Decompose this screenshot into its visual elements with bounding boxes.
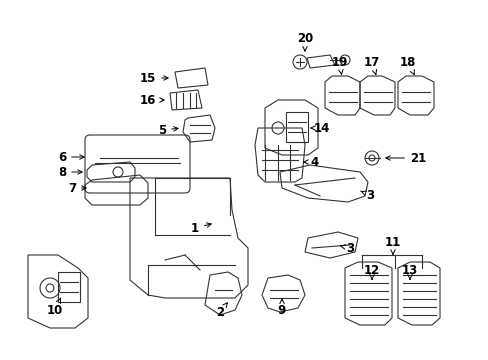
Text: 19: 19	[331, 55, 347, 75]
Text: 2: 2	[216, 303, 227, 319]
Text: 15: 15	[140, 72, 168, 85]
Text: 21: 21	[385, 152, 425, 165]
Text: 3: 3	[340, 242, 353, 255]
Text: 20: 20	[296, 32, 312, 51]
Text: 13: 13	[401, 264, 417, 279]
Text: 6: 6	[58, 150, 84, 163]
Bar	[285, 112, 307, 142]
Text: 10: 10	[47, 298, 63, 316]
Text: 12: 12	[363, 264, 379, 279]
Text: 4: 4	[303, 156, 319, 168]
Text: 14: 14	[310, 122, 329, 135]
Text: 8: 8	[58, 166, 82, 179]
Bar	[58, 272, 80, 302]
Text: 7: 7	[68, 181, 86, 194]
Text: 3: 3	[360, 189, 373, 202]
Text: 9: 9	[277, 299, 285, 316]
Text: 11: 11	[384, 235, 400, 255]
Text: 18: 18	[399, 55, 415, 75]
Text: 17: 17	[363, 55, 379, 75]
Text: 5: 5	[158, 123, 178, 136]
Text: 1: 1	[190, 221, 211, 234]
Text: 16: 16	[140, 94, 164, 107]
